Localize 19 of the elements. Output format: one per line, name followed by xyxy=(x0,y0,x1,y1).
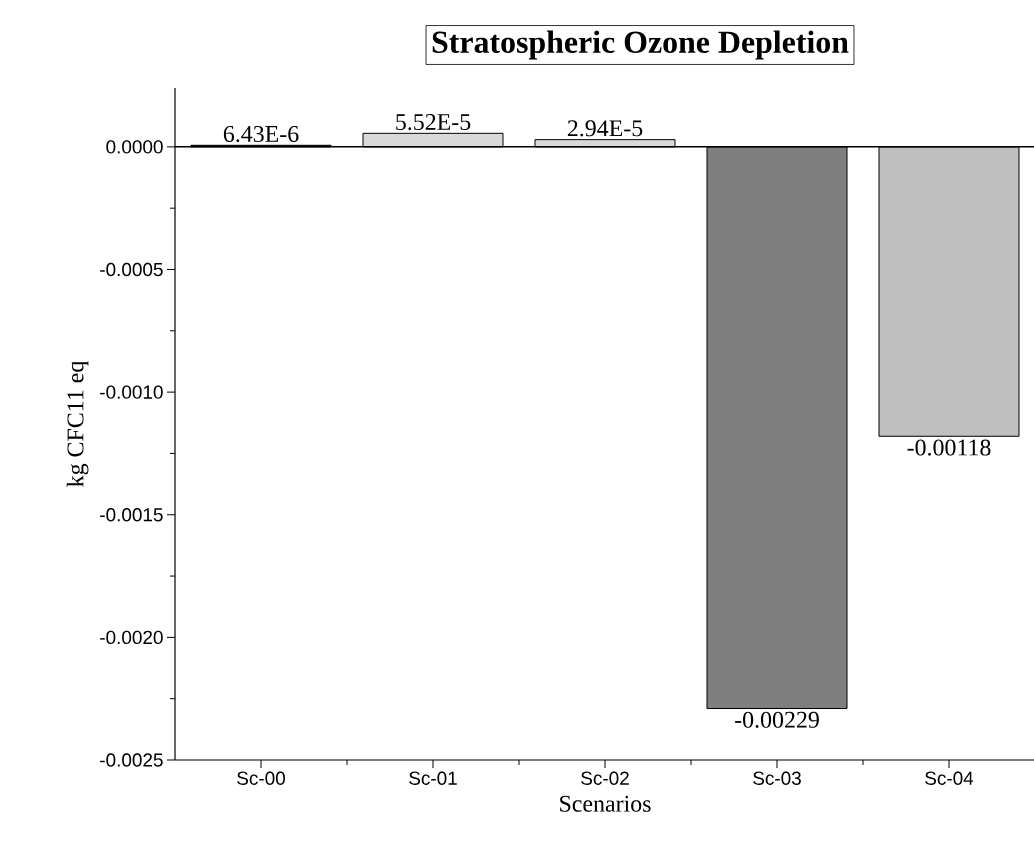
data-label: 6.43E-6 xyxy=(223,125,299,143)
data-label: -0.00229 xyxy=(735,711,819,728)
chart-title: Stratospheric Ozone Depletion xyxy=(432,30,849,60)
y-tick-label: -0.0010 xyxy=(100,385,163,399)
y-axis-title: kg CFC11 eq xyxy=(66,361,89,487)
y-tick-label: -0.0025 xyxy=(100,753,163,767)
data-label: 5.52E-5 xyxy=(396,113,471,131)
y-tick-label: -0.0020 xyxy=(100,630,163,645)
x-axis-title: Scenarios xyxy=(560,795,651,812)
x-tick-label: Sc-02 xyxy=(581,771,629,785)
y-tick-label: -0.0005 xyxy=(100,262,163,277)
x-tick-label: Sc-01 xyxy=(409,771,457,785)
y-tick-label: 0.0000 xyxy=(106,140,163,154)
x-tick-label: Sc-03 xyxy=(753,771,801,785)
x-tick-label: Sc-04 xyxy=(925,771,974,785)
y-tick-label: -0.0015 xyxy=(100,508,163,522)
data-label: 2.94E-5 xyxy=(567,120,643,137)
data-label: -0.00118 xyxy=(907,439,991,456)
x-tick-label: Sc-00 xyxy=(237,771,285,785)
